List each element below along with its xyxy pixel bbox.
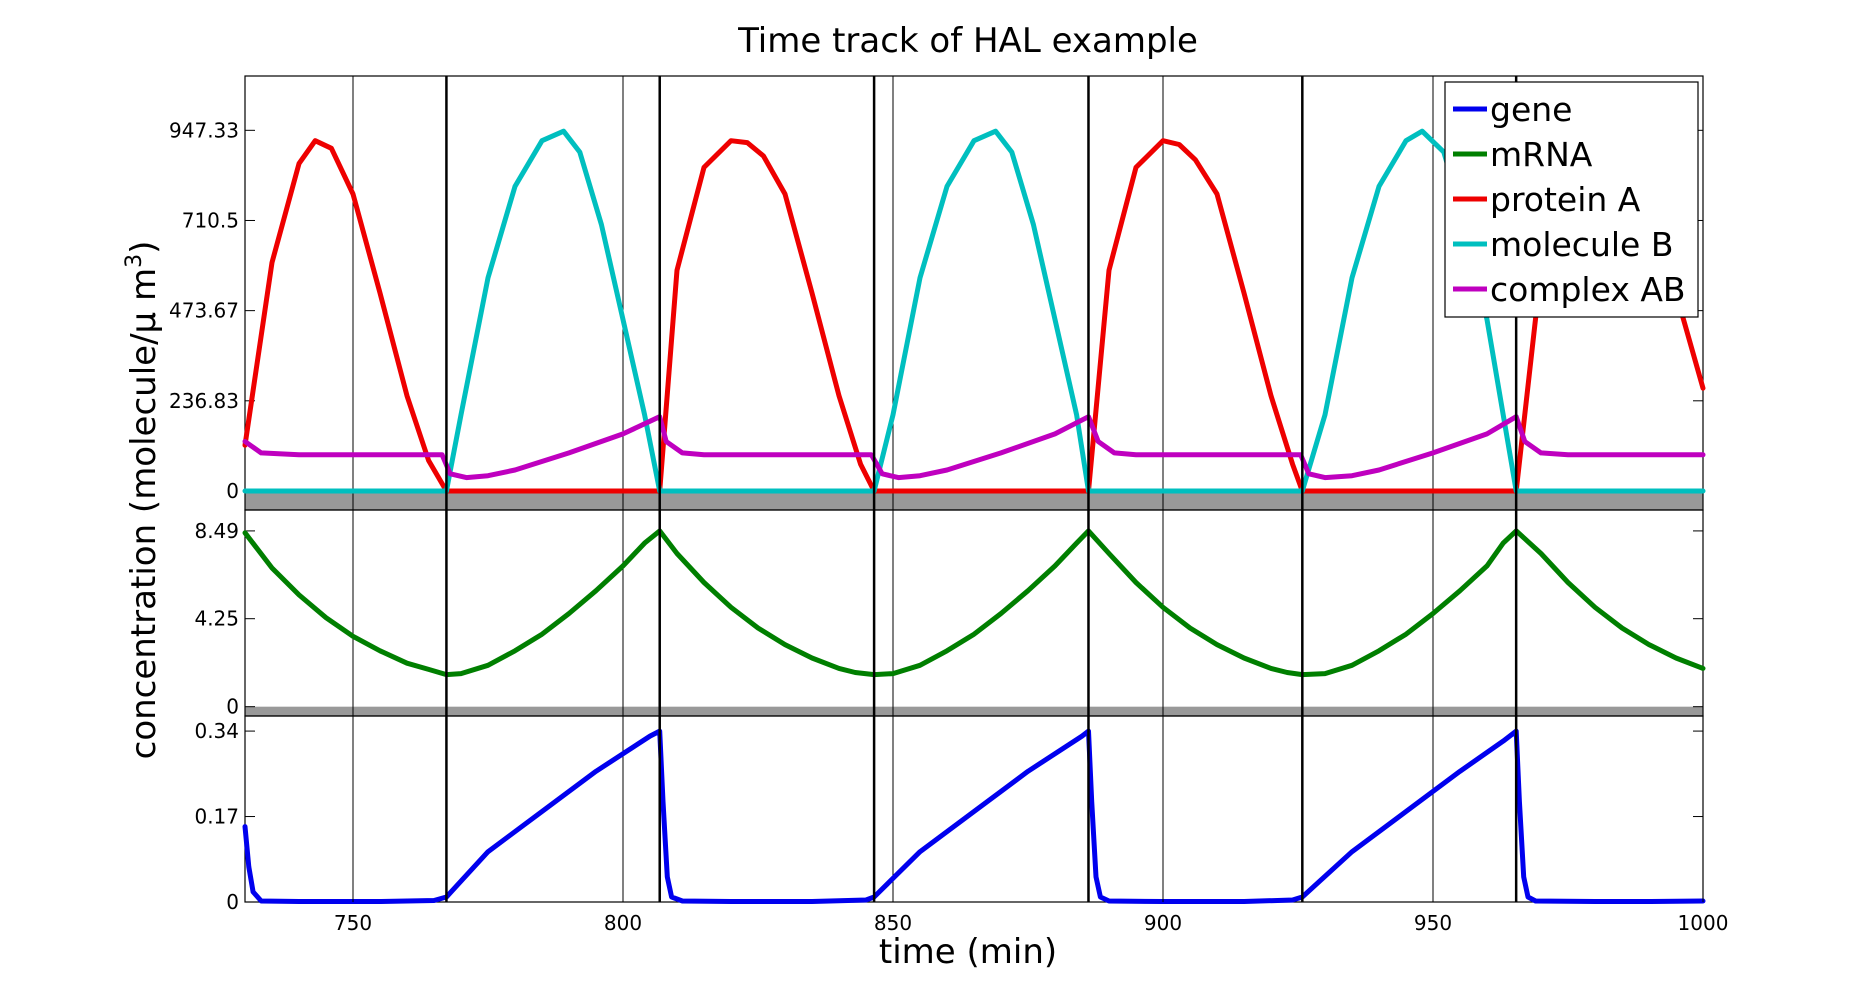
x-axis-ticks: 750 800 850 900 950 1000 <box>334 892 1729 935</box>
panel-bottom-ytick-label-1: 0.17 <box>194 805 239 829</box>
plot-panels: 0 236.83 473.67 710.5 947.33 0 4.25 8.49 0 0.17 0.… <box>169 75 1706 914</box>
panel-top-ytick-label-3: 710.5 <box>182 208 239 232</box>
x-tick-label-1: 800 <box>604 911 642 935</box>
panel-top-ytick-label-1: 236.83 <box>169 389 239 413</box>
panel-middle-below-zero-band <box>245 706 1703 716</box>
panel-top-below-zero-band <box>245 490 1703 510</box>
panel-top-ytick-label-2: 473.67 <box>169 299 239 323</box>
panel-top-ytick-label-4: 947.33 <box>169 118 239 142</box>
panel-top-ytick-label-0: 0 <box>226 479 239 503</box>
legend-label-complex-ab: complex AB <box>1490 270 1686 309</box>
legend-box <box>1444 81 1699 318</box>
panel-bottom-ytick-label-2: 0.34 <box>194 719 239 743</box>
series-gene-line <box>242 728 1706 904</box>
panel-middle-frame <box>244 509 1704 717</box>
series-protein-a-line <box>242 138 1706 494</box>
legend: gene mRNA protein A molecule B complex AB <box>1444 81 1699 318</box>
panel-bottom: 0 0.17 0.34 <box>194 715 1706 914</box>
legend-label-mrna: mRNA <box>1490 135 1593 174</box>
legend-label-gene: gene <box>1490 90 1572 129</box>
panel-middle: 0 4.25 8.49 <box>194 509 1706 719</box>
y-axis-title-text: concentration (molecule/μ m <box>124 268 164 759</box>
legend-label-molecule-b: molecule B <box>1490 225 1673 264</box>
y-axis-title: concentration (molecule/μ m3) <box>122 241 164 760</box>
series-complex-ab-line <box>242 414 1706 481</box>
panel-bottom-ytick-label-0: 0 <box>226 890 239 914</box>
panel-middle-ytick-label-0: 0 <box>226 695 239 719</box>
x-tick-label-3: 900 <box>1144 911 1182 935</box>
y-axis-title-superscript: 3 <box>122 254 147 268</box>
y-axis-title-close: ) <box>124 241 164 254</box>
legend-label-protein-a: protein A <box>1490 180 1641 219</box>
x-tick-label-0: 750 <box>334 911 372 935</box>
series-mrna-line <box>242 528 1706 678</box>
x-axis-title: time (min) <box>879 932 1057 972</box>
panel-middle-ytick-label-1: 4.25 <box>194 607 239 631</box>
series-molecule-b-line <box>242 128 1706 494</box>
panel-top: 0 236.83 473.67 710.5 947.33 <box>169 75 1706 511</box>
event-lines <box>445 76 1518 902</box>
x-tick-label-4: 950 <box>1414 911 1452 935</box>
chart-title: Time track of HAL example <box>737 21 1198 61</box>
x-tick-label-5: 1000 <box>1678 911 1729 935</box>
x-tick-label-2: 850 <box>874 911 912 935</box>
panel-middle-ytick-label-2: 8.49 <box>194 519 239 543</box>
